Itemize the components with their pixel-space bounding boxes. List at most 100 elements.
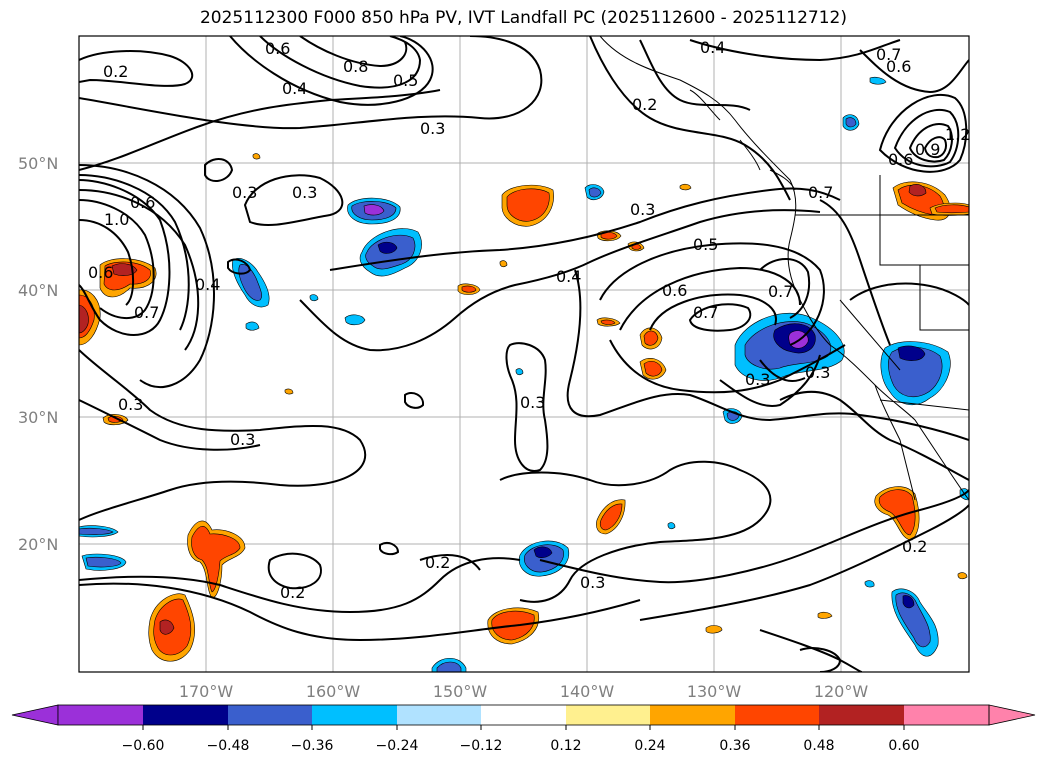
- neg-blob-small6: [515, 368, 524, 376]
- contour-label: 0.5: [693, 235, 718, 254]
- pos-blob-small10: [284, 388, 294, 395]
- neg-blob-small4: [869, 76, 887, 85]
- coastline-baja: [874, 384, 916, 501]
- chart-title: 2025112300 F000 850 hPa PV, IVT Landfall…: [199, 8, 847, 28]
- contour-line: [878, 93, 968, 173]
- coastline: [599, 36, 969, 501]
- colorbar-segment: [58, 705, 143, 725]
- colorbar-segment: [819, 705, 904, 725]
- contour-line: [79, 89, 441, 171]
- contour-line: [849, 282, 969, 306]
- contour-label: 0.6: [130, 193, 155, 212]
- contour-labels: 0.2 0.6 0.8 0.5 0.4 0.4 0.3 0.2 0.7 0.6 …: [88, 38, 970, 602]
- neg-blob-small8: [864, 580, 875, 588]
- contour-line: [243, 174, 344, 226]
- map-frame: [78, 35, 970, 673]
- contour-line: [79, 179, 171, 336]
- coastline-northwest: [599, 36, 969, 501]
- lon-label-120: 120°W: [814, 682, 869, 701]
- contour-label: 0.2: [103, 62, 128, 81]
- colorbar-segment: [650, 705, 735, 725]
- pos-blob-bc-right-inner: [934, 204, 969, 214]
- contour-label: 0.2: [902, 537, 927, 556]
- neg-blob-sw-corner-inner: [85, 556, 122, 568]
- contour-line: [79, 219, 134, 306]
- contour-label: 0.3: [745, 370, 770, 389]
- pos-blob-coast2-inner: [643, 361, 663, 377]
- contour-label: 0.6: [265, 39, 290, 58]
- contour-line: [609, 339, 846, 394]
- colorbar-tick-label: −0.24: [376, 738, 419, 754]
- contour-label: 0.4: [556, 267, 581, 286]
- colorbar-tick-label: −0.60: [122, 738, 165, 754]
- contour-line: [639, 39, 751, 111]
- colorbar-segment: [397, 705, 481, 725]
- contour-label: 0.4: [700, 38, 725, 57]
- contour-label: 0.3: [292, 183, 317, 202]
- colorbar-tick-label: 0.24: [634, 738, 665, 754]
- lat-label-30: 30°N: [18, 408, 58, 427]
- contour-label: 0.8: [343, 57, 368, 76]
- neg-blob-small3: [245, 321, 260, 331]
- neg-blob-small2: [344, 314, 366, 326]
- contour-line: [79, 582, 641, 642]
- pos-blob-bc-core: [908, 184, 927, 197]
- colorbar: −0.60 −0.48 −0.36 −0.24 −0.12 0.12 0.24 …: [11, 704, 1036, 754]
- colorbar-segment: [566, 705, 650, 725]
- contour-line: [499, 460, 772, 603]
- pos-blob-small4-inner: [600, 319, 616, 325]
- contour-line: [779, 390, 969, 481]
- contour-label: 0.9: [915, 140, 940, 159]
- pv-contours: [79, 36, 969, 672]
- contour-line: [227, 258, 252, 275]
- colorbar-extend-negative: [11, 704, 59, 726]
- contour-line: [379, 542, 400, 556]
- contour-line: [79, 50, 194, 87]
- colorbar-segment: [735, 705, 819, 725]
- contour-line: [79, 199, 155, 319]
- contour-line: [689, 39, 901, 62]
- lat-label-20: 20°N: [18, 535, 58, 554]
- contour-line: [688, 303, 752, 332]
- contour-line: [759, 359, 806, 382]
- pos-blob-hawaii-west-inner: [191, 526, 241, 593]
- contour-label: 0.2: [425, 553, 450, 572]
- lon-label-140: 140°W: [560, 682, 615, 701]
- contour-label: 0.3: [580, 573, 605, 592]
- contour-line: [229, 36, 434, 106]
- border-us-mexico: [879, 399, 969, 411]
- colorbar-segment: [312, 705, 397, 725]
- lon-label-170: 170°W: [179, 682, 234, 701]
- neg-blob-small7: [667, 522, 676, 530]
- neg-blob-sw-edge-inner: [79, 527, 114, 535]
- colorbar-tick-label: 0.36: [719, 738, 750, 754]
- pos-blob-small11: [957, 572, 968, 580]
- lon-label-150: 150°W: [433, 682, 488, 701]
- contour-line: [566, 269, 969, 441]
- contour-label: 0.7: [768, 282, 793, 301]
- contour-line: [404, 392, 425, 409]
- contour-line: [859, 49, 969, 94]
- neg-blob-gulf2-inner: [845, 117, 857, 128]
- neg-blob-west2-core: [377, 241, 398, 254]
- contour-label: 1.0: [104, 210, 129, 229]
- pos-blob-small6: [705, 625, 723, 634]
- contour-label: 0.5: [393, 71, 418, 90]
- contour-line: [505, 342, 549, 472]
- colorbar-tick-label: 0.48: [803, 738, 834, 754]
- contour-label: 0.3: [420, 119, 445, 138]
- coastline-islands: [689, 89, 796, 191]
- neg-blob-west1-core: [363, 204, 385, 216]
- contour-label: 0.3: [232, 183, 257, 202]
- contour-line: [908, 123, 953, 163]
- pos-blob-coast1-inner: [643, 330, 659, 346]
- contour-label: 0.3: [520, 393, 545, 412]
- neg-blob-baja-core: [902, 595, 915, 609]
- contour-line: [923, 136, 948, 159]
- lat-label-40: 40°N: [18, 281, 58, 300]
- pos-blob-small7: [817, 611, 833, 619]
- positive-anomaly-cluster: [79, 153, 969, 662]
- neg-blob-southwest-inner: [888, 346, 943, 398]
- colorbar-tick-label: 0.60: [888, 738, 919, 754]
